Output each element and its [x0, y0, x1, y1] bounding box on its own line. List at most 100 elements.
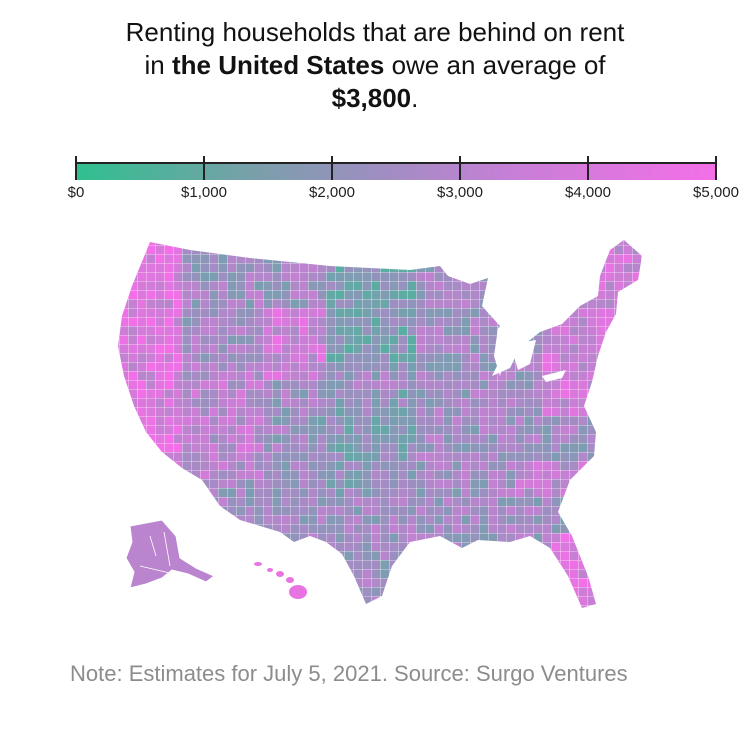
- county-cell: [533, 596, 542, 605]
- county-cell: [551, 290, 560, 299]
- county-cell: [173, 515, 182, 524]
- county-cell: [209, 551, 218, 560]
- county-cell: [191, 578, 200, 587]
- county-cell: [209, 524, 218, 533]
- county-cell: [542, 272, 551, 281]
- county-cell: [515, 317, 524, 326]
- county-cell: [326, 560, 335, 569]
- county-cell: [614, 479, 623, 488]
- title-line-3: $3,800.: [0, 82, 750, 115]
- county-cell: [164, 578, 173, 587]
- county-cell: [542, 317, 551, 326]
- county-cell: [263, 560, 272, 569]
- county-cell: [119, 272, 128, 281]
- county-cell: [245, 614, 254, 616]
- county-cell: [335, 560, 344, 569]
- county-cell: [425, 551, 434, 560]
- county-cell: [272, 560, 281, 569]
- legend-top-rule: [76, 162, 716, 164]
- county-cell: [146, 461, 155, 470]
- county-cell: [605, 240, 614, 245]
- county-cell: [578, 479, 587, 488]
- county-cell: [128, 605, 137, 608]
- county-cell: [560, 254, 569, 263]
- county-cell: [443, 614, 452, 616]
- county-cell: [425, 254, 434, 263]
- county-cell: [569, 497, 578, 506]
- county-cell: [452, 596, 461, 605]
- county-cell: [605, 371, 614, 380]
- county-cell: [623, 353, 632, 362]
- county-cell: [200, 614, 209, 616]
- county-cell: [605, 380, 614, 389]
- county-cell: [641, 290, 642, 299]
- county-cell: [452, 551, 461, 560]
- county-cell: [551, 245, 560, 254]
- county-cell: [479, 605, 488, 608]
- county-cell: [317, 587, 326, 596]
- county-cell: [524, 596, 533, 605]
- county-cell: [443, 254, 452, 263]
- county-cell: [542, 263, 551, 272]
- county-cell: [614, 416, 623, 425]
- county-cell: [236, 240, 245, 245]
- county-cell: [443, 245, 452, 254]
- county-cell: [596, 452, 605, 461]
- county-cell: [461, 587, 470, 596]
- county-cell: [308, 551, 317, 560]
- county-cell: [614, 326, 623, 335]
- county-cell: [452, 560, 461, 569]
- county-cell: [263, 596, 272, 605]
- hawaii-island-4: [289, 585, 307, 599]
- county-cell: [632, 380, 641, 389]
- county-cell: [317, 245, 326, 254]
- county-cell: [596, 551, 605, 560]
- county-cell: [245, 542, 254, 551]
- county-cell: [479, 263, 488, 272]
- county-cell: [236, 533, 245, 542]
- county-cell: [605, 452, 614, 461]
- county-cell: [506, 542, 515, 551]
- county-cell: [515, 560, 524, 569]
- county-cell: [542, 254, 551, 263]
- county-cell: [164, 614, 173, 616]
- county-cell: [542, 596, 551, 605]
- county-cell: [218, 245, 227, 254]
- county-cell: [118, 515, 119, 524]
- county-cell: [506, 254, 515, 263]
- county-cell: [137, 596, 146, 605]
- county-cell: [128, 434, 137, 443]
- county-cell: [118, 407, 119, 416]
- county-cell: [533, 317, 542, 326]
- county-cell: [335, 569, 344, 578]
- county-cell: [128, 416, 137, 425]
- county-cell: [119, 605, 128, 608]
- county-cell: [506, 240, 515, 245]
- county-cell: [407, 614, 416, 616]
- county-cell: [632, 407, 641, 416]
- county-cell: [506, 335, 515, 344]
- county-cell: [443, 605, 452, 608]
- county-cell: [641, 240, 642, 245]
- county-cell: [119, 416, 128, 425]
- county-cell: [119, 542, 128, 551]
- county-cell: [245, 245, 254, 254]
- county-cell: [632, 461, 641, 470]
- county-cell: [173, 488, 182, 497]
- county-cell: [155, 596, 164, 605]
- county-cell: [119, 497, 128, 506]
- county-cell: [641, 614, 650, 616]
- county-cell: [137, 488, 146, 497]
- county-cell: [506, 614, 515, 616]
- county-cell: [542, 290, 551, 299]
- county-cell: [335, 245, 344, 254]
- county-cell: [569, 245, 578, 254]
- county-cell: [605, 506, 614, 515]
- county-cell: [118, 344, 119, 353]
- county-cell: [470, 605, 479, 608]
- county-cell: [317, 551, 326, 560]
- county-cell: [218, 587, 227, 596]
- county-cell: [118, 551, 119, 560]
- county-cell: [416, 560, 425, 569]
- county-cell: [281, 605, 290, 608]
